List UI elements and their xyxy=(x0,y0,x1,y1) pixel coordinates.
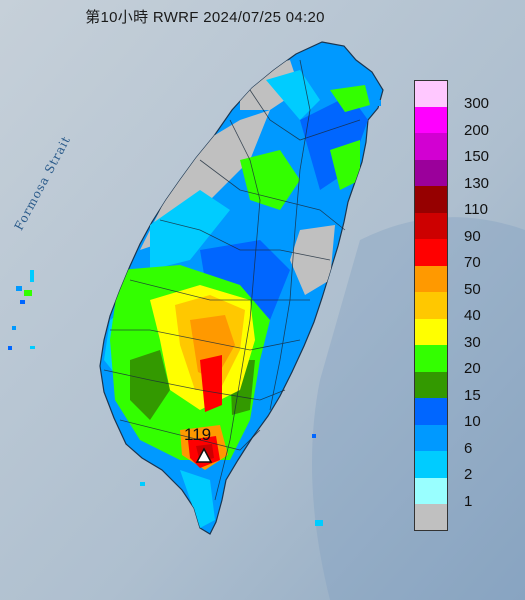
legend-label: 150 xyxy=(464,148,490,165)
legend-swatch xyxy=(414,292,448,319)
legend-label: 6 xyxy=(464,439,473,457)
legend-swatch xyxy=(414,80,448,107)
rainfall-fields xyxy=(104,60,370,528)
legend-row: 150 xyxy=(414,133,524,165)
triangle-marker-icon xyxy=(195,447,213,463)
legend-row: 110 xyxy=(414,186,524,218)
legend-row: 130 xyxy=(414,159,524,192)
legend-swatch xyxy=(414,159,448,186)
legend-swatch xyxy=(414,424,448,451)
legend-label: 300 xyxy=(464,95,490,112)
legend-swatch xyxy=(414,239,448,266)
legend-row: 200 xyxy=(414,106,524,139)
legend-row: 30 xyxy=(414,318,524,351)
legend-row: 20 xyxy=(414,345,524,377)
legend-swatch xyxy=(414,133,448,160)
legend-swatch xyxy=(414,212,448,239)
legend-swatch xyxy=(414,371,448,398)
legend-swatch xyxy=(414,345,448,372)
legend-label: 30 xyxy=(464,333,481,351)
legend-row: 1 xyxy=(414,477,524,510)
peak-marker xyxy=(195,447,213,463)
legend-row xyxy=(414,504,524,531)
legend-row: 50 xyxy=(414,265,524,298)
legend-swatch xyxy=(414,186,448,213)
legend-label: 70 xyxy=(464,254,481,271)
legend-label: 20 xyxy=(464,360,481,377)
sea-echoes xyxy=(8,100,381,526)
peak-value-label: 119 xyxy=(184,425,212,444)
legend-row: 300 xyxy=(414,80,524,112)
color-legend: 300 200 150 130 110 90 70 50 40 30 20 15 10 6 2 1 xyxy=(414,80,524,531)
legend-swatch xyxy=(414,265,448,292)
legend-swatch xyxy=(414,106,448,133)
legend-label: 200 xyxy=(464,121,490,139)
map-title: 第10小時 RWRF 2024/07/25 04:20 xyxy=(85,9,325,26)
legend-swatch xyxy=(414,451,448,478)
legend-label: 90 xyxy=(464,227,481,245)
legend-row: 40 xyxy=(414,292,524,324)
legend-row: 2 xyxy=(414,451,524,483)
legend-row: 90 xyxy=(414,212,524,245)
legend-row: 15 xyxy=(414,371,524,404)
legend-row: 10 xyxy=(414,398,524,430)
legend-swatch xyxy=(414,318,448,345)
legend-label: 15 xyxy=(464,386,481,404)
legend-swatch xyxy=(414,477,448,504)
legend-label: 2 xyxy=(464,466,473,483)
legend-label: 1 xyxy=(464,492,473,510)
legend-label: 50 xyxy=(464,280,481,298)
legend-label: 40 xyxy=(464,307,481,324)
county-boundaries xyxy=(103,59,361,501)
legend-label: 110 xyxy=(464,201,488,218)
legend-swatch xyxy=(414,504,448,531)
legend-label: 130 xyxy=(464,174,490,192)
legend-swatch xyxy=(414,398,448,425)
legend-row: 70 xyxy=(414,239,524,271)
legend-label: 10 xyxy=(464,413,481,430)
legend-row: 6 xyxy=(414,424,524,457)
